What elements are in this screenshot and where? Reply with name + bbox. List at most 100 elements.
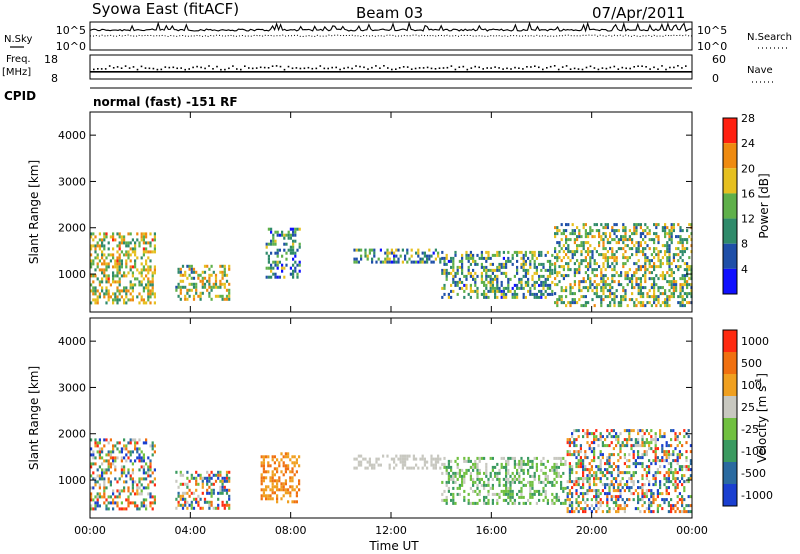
echo-cell: [553, 483, 556, 487]
echo-cell: [584, 229, 587, 233]
echo-cell: [655, 232, 658, 236]
echo-cell: [661, 262, 664, 266]
echo-cell: [604, 444, 607, 448]
echo-cell: [599, 438, 602, 442]
echo-cell: [587, 250, 590, 254]
echo-cell: [107, 274, 110, 278]
echo-cell: [659, 274, 662, 278]
beam-title: Beam 03: [356, 4, 423, 22]
nave-point: [617, 68, 620, 70]
echo-cell: [681, 238, 684, 242]
echo-cell: [127, 468, 130, 472]
echo-cell: [661, 444, 664, 448]
echo-cell: [136, 232, 139, 236]
echo-cell: [228, 267, 231, 271]
echo-cell: [650, 492, 653, 496]
echo-cell: [452, 277, 455, 281]
echo-cell: [269, 497, 272, 501]
echo-cell: [595, 489, 598, 493]
echo-cell: [657, 238, 660, 242]
echo-cell: [540, 462, 543, 466]
echo-cell: [520, 459, 523, 463]
echo-cell: [546, 459, 549, 463]
echo-cell: [687, 504, 690, 508]
echo-cell: [208, 276, 211, 280]
echo-cell: [568, 501, 571, 505]
colorbar-frame: [722, 329, 738, 507]
echo-cell: [273, 485, 276, 489]
echo-cell: [584, 453, 587, 457]
echo-cell: [472, 289, 475, 293]
echo-cell: [587, 277, 590, 281]
echo-cell: [101, 462, 104, 466]
colorbar-frame: [722, 117, 738, 295]
echo-cell: [463, 480, 466, 484]
echo-cell: [579, 444, 582, 448]
echo-cell: [125, 292, 128, 296]
echo-cell: [587, 268, 590, 272]
echo-cell: [467, 459, 470, 463]
echo-cell: [489, 277, 492, 281]
echo-cell: [677, 241, 680, 245]
echo-cell: [94, 477, 97, 481]
echo-cell: [579, 465, 582, 469]
echo-cell: [112, 256, 115, 260]
echo-cell: [667, 492, 670, 496]
echo-cell: [103, 471, 106, 475]
echo-cell: [591, 256, 594, 260]
echo-cell: [577, 483, 580, 487]
echo-cell: [410, 254, 413, 258]
echo-cell: [668, 259, 671, 263]
echo-cell: [591, 253, 594, 257]
echo-cell: [505, 474, 508, 478]
echo-cell: [465, 274, 468, 278]
echo-cell: [469, 274, 472, 278]
echo-cell: [593, 441, 596, 445]
echo-cell: [131, 477, 134, 481]
echo-cell: [666, 241, 669, 245]
echo-cell: [447, 459, 450, 463]
colorbar-swatch: [723, 268, 737, 294]
echo-cell: [134, 262, 137, 266]
echo-cell: [544, 483, 547, 487]
echo-cell: [522, 501, 525, 505]
echo-cell: [513, 274, 516, 278]
echo-cell: [617, 438, 620, 442]
echo-cell: [267, 464, 270, 468]
echo-cell: [686, 262, 689, 266]
echo-cell: [588, 489, 591, 493]
echo-cell: [147, 241, 150, 245]
echo-cell: [609, 235, 612, 239]
echo-cell: [428, 248, 431, 252]
echo-cell: [529, 250, 532, 254]
echo-cell: [531, 459, 534, 463]
nave-point: [375, 65, 377, 67]
echo-cell: [686, 286, 689, 290]
nave-point: [367, 68, 369, 70]
echo-cell: [430, 254, 433, 258]
echo-cell: [292, 239, 295, 243]
echo-cell: [643, 453, 646, 457]
echo-cell: [149, 501, 152, 505]
echo-cell: [112, 271, 115, 275]
echo-cell: [577, 477, 580, 481]
echo-cell: [602, 265, 605, 269]
echo-cell: [664, 277, 667, 281]
echo-cell: [125, 447, 128, 451]
echo-cell: [223, 503, 226, 507]
echo-cell: [195, 291, 198, 295]
nave-point: [255, 67, 258, 69]
echo-cell: [578, 244, 581, 248]
echo-cell: [555, 456, 558, 460]
echo-cell: [386, 454, 389, 458]
echo-cell: [637, 453, 640, 457]
echo-cell: [670, 262, 673, 266]
echo-cell: [621, 507, 624, 511]
echo-cell: [661, 226, 664, 230]
echo-cell: [520, 286, 523, 290]
echo-cell: [107, 480, 110, 484]
echo-cell: [648, 432, 651, 436]
echo-cell: [569, 250, 572, 254]
echo-cell: [276, 470, 279, 474]
echo-cell: [659, 286, 662, 290]
